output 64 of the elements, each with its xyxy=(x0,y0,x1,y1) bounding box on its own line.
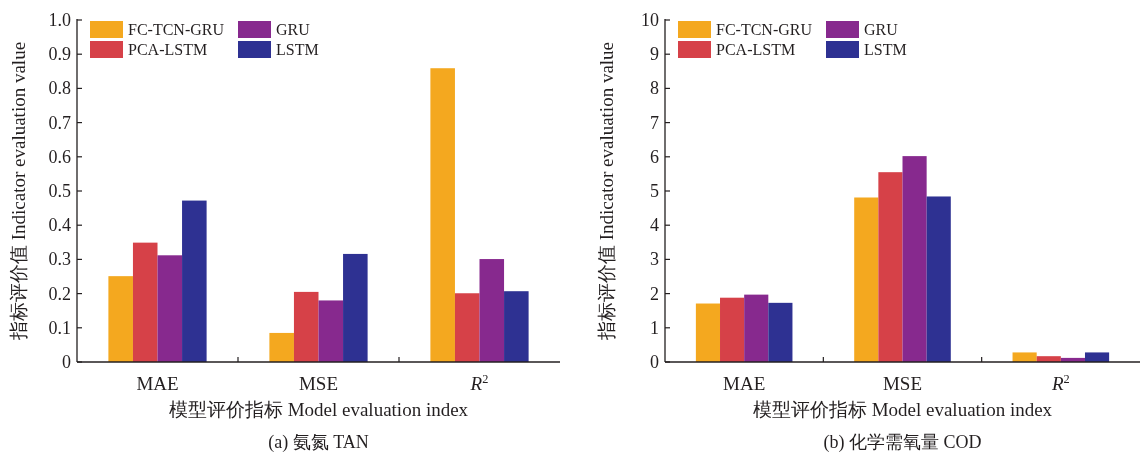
bar xyxy=(504,291,529,362)
legend-label: LSTM xyxy=(276,41,319,58)
y-tick-label: 0 xyxy=(62,352,71,372)
y-tick-label: 2 xyxy=(650,283,659,304)
x-tick-label: MAE xyxy=(723,373,766,394)
bar xyxy=(1084,352,1110,362)
y-axis-title: 指标评价值 Indicator evaluation value xyxy=(8,41,29,342)
x-tick-label: MAE xyxy=(136,373,179,394)
y-tick-label: 0.1 xyxy=(48,317,71,338)
y-tick-label: 0.7 xyxy=(48,112,71,133)
bar xyxy=(454,293,480,362)
bar xyxy=(479,259,505,362)
bar xyxy=(343,253,368,362)
y-tick-label: 8 xyxy=(650,78,659,99)
bar xyxy=(768,302,793,362)
bar xyxy=(854,197,879,362)
bar xyxy=(744,294,769,362)
legend-label: FC-TCN-GRU xyxy=(128,21,225,38)
y-tick-label: 0.3 xyxy=(48,249,71,270)
y-tick-label: 0.4 xyxy=(48,215,71,236)
legend-label: FC-TCN-GRU xyxy=(716,21,813,38)
bar xyxy=(182,200,207,362)
x-axis-title: 模型评价指标 Model evaluation index xyxy=(168,399,469,420)
y-axis-title: 指标评价值 Indicator evaluation value xyxy=(596,41,617,342)
y-tick-label: 9 xyxy=(650,44,659,65)
bar xyxy=(157,255,183,362)
y-tick-label: 3 xyxy=(650,249,659,270)
legend-label: PCA-LSTM xyxy=(716,41,796,58)
bar xyxy=(132,242,158,362)
legend-label: GRU xyxy=(276,21,311,38)
bar xyxy=(108,276,133,362)
y-tick-label: 0.5 xyxy=(48,181,71,201)
y-tick-label: 0.8 xyxy=(48,78,71,99)
y-tick-label: 0 xyxy=(650,352,659,372)
bar xyxy=(926,196,951,362)
x-tick-label: R$^{2}$ xyxy=(469,372,489,394)
y-tick-label: 4 xyxy=(650,215,659,236)
y-tick-label: 7 xyxy=(650,112,659,133)
y-tick-label: 0.6 xyxy=(48,146,71,167)
legend-label: GRU xyxy=(864,21,899,38)
bar xyxy=(269,332,294,362)
x-tick-label: R$^{2}$ xyxy=(1050,372,1070,394)
bar xyxy=(1012,352,1037,362)
y-tick-label: 1 xyxy=(650,317,659,338)
bar xyxy=(720,297,745,362)
y-tick-label: 0.9 xyxy=(48,44,71,65)
y-tick-label: 10 xyxy=(641,10,659,30)
legend-label: LSTM xyxy=(864,41,907,58)
bar xyxy=(293,291,319,362)
legend-label: PCA-LSTM xyxy=(128,41,208,58)
x-tick-label: MSE xyxy=(882,373,923,394)
y-tick-label: 0.2 xyxy=(48,283,71,304)
x-axis-title: 模型评价指标 Model evaluation index xyxy=(752,399,1053,420)
y-tick-label: 6 xyxy=(650,146,659,167)
y-tick-label: 5 xyxy=(650,181,659,201)
x-tick-label: MSE xyxy=(298,373,339,394)
bar xyxy=(318,300,344,362)
bar xyxy=(878,172,903,362)
text: (b) 化学需氧量 COD xyxy=(823,432,982,453)
y-tick-label: 1.0 xyxy=(48,10,71,30)
bar xyxy=(902,156,927,362)
bar xyxy=(430,68,455,362)
text: (a) 氨氮 TAN xyxy=(268,432,369,453)
bar xyxy=(695,303,721,362)
